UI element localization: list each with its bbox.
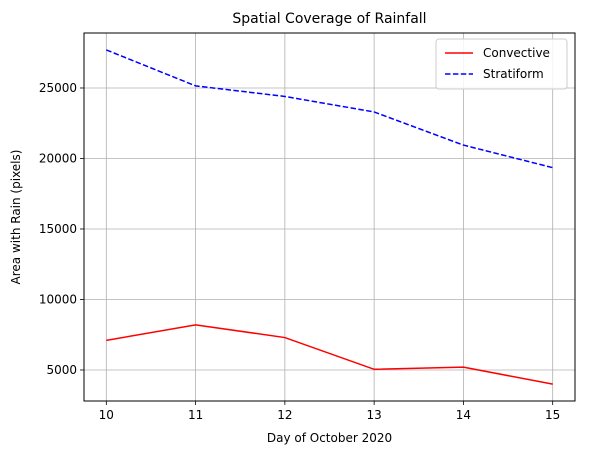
legend-label-stratiform: Stratiform bbox=[483, 67, 544, 81]
x-tick-label: 14 bbox=[456, 408, 471, 422]
x-axis-ticks: 10 11 12 13 14 15 bbox=[99, 401, 560, 422]
y-axis-label: Area with Rain (pixels) bbox=[9, 150, 23, 285]
y-axis-ticks: 5000 10000 15000 20000 25000 bbox=[39, 81, 84, 377]
x-axis-label: Day of October 2020 bbox=[267, 431, 392, 445]
grid-lines bbox=[84, 33, 575, 401]
y-tick-label: 15000 bbox=[39, 222, 77, 236]
x-tick-label: 15 bbox=[545, 408, 560, 422]
plot-area-frame bbox=[83, 32, 576, 402]
x-tick-label: 12 bbox=[277, 408, 292, 422]
x-tick-label: 11 bbox=[188, 408, 203, 422]
y-tick-label: 10000 bbox=[39, 292, 77, 306]
legend-label-convective: Convective bbox=[483, 46, 550, 60]
chart-title: Spatial Coverage of Rainfall bbox=[232, 11, 426, 27]
y-tick-label: 5000 bbox=[46, 363, 77, 377]
y-tick-label: 20000 bbox=[39, 151, 77, 165]
x-tick-label: 10 bbox=[99, 408, 114, 422]
y-tick-label: 25000 bbox=[39, 81, 77, 95]
series-lines bbox=[106, 49, 553, 385]
x-tick-label: 13 bbox=[366, 408, 381, 422]
series-line-stratiform bbox=[106, 49, 553, 169]
series-line-convective bbox=[106, 324, 553, 385]
legend: Convective Stratiform bbox=[435, 38, 568, 90]
legend-box bbox=[435, 38, 568, 90]
